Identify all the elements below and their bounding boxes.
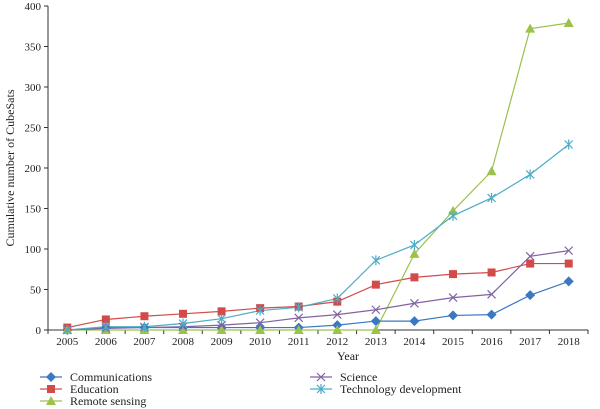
legend-item: Technology development xyxy=(310,382,462,396)
data-point xyxy=(448,293,458,303)
data-point xyxy=(487,268,496,277)
data-point xyxy=(525,169,535,180)
x-tick-label: 2005 xyxy=(56,336,79,348)
data-point xyxy=(564,139,574,150)
data-point xyxy=(563,18,574,28)
data-point xyxy=(486,166,497,176)
legend-label: Education xyxy=(70,382,119,396)
data-point xyxy=(332,293,342,304)
data-point xyxy=(563,276,574,287)
data-point xyxy=(332,310,342,320)
data-point xyxy=(178,318,188,329)
y-tick-label: 250 xyxy=(25,123,42,135)
legend-label: Communications xyxy=(70,370,152,384)
y-tick-label: 350 xyxy=(25,42,42,54)
data-point xyxy=(486,309,497,320)
data-point xyxy=(409,316,420,327)
y-tick-label: 300 xyxy=(25,82,42,94)
data-point xyxy=(140,321,149,332)
data-point xyxy=(409,248,420,258)
data-point xyxy=(525,290,536,301)
x-tick-label: 2015 xyxy=(442,336,465,348)
data-point xyxy=(525,23,536,33)
x-tick-label: 2017 xyxy=(519,336,542,348)
data-point xyxy=(293,325,304,334)
data-point xyxy=(216,325,227,334)
axes: 0 50 100 150 200 250 300 350 400 2005 2006 2007 2008… xyxy=(25,1,589,348)
legend-label: Remote sensing xyxy=(70,394,146,408)
series-line xyxy=(67,262,569,329)
x-tick-label: 2007 xyxy=(133,336,156,348)
series-line xyxy=(67,22,569,331)
data-point xyxy=(217,313,226,324)
y-tick-label: 400 xyxy=(25,1,42,13)
data-point xyxy=(140,312,149,321)
data-point xyxy=(449,270,457,279)
series-line xyxy=(67,250,569,331)
plot-area xyxy=(62,18,574,335)
data-point xyxy=(370,325,381,334)
data-point xyxy=(410,273,419,282)
x-tick-label: 2010 xyxy=(249,336,272,348)
y-tick-label: 50 xyxy=(30,285,42,297)
legend-label: Science xyxy=(340,370,377,384)
data-point xyxy=(255,325,266,334)
legend-marker xyxy=(47,385,55,393)
y-tick-label: 200 xyxy=(25,163,42,175)
legend-marker xyxy=(46,396,56,405)
data-point xyxy=(448,310,458,321)
data-point xyxy=(101,321,111,332)
legend-item: Science xyxy=(310,370,377,384)
data-point xyxy=(371,255,381,266)
x-tick-label: 2016 xyxy=(481,336,504,348)
x-tick-label: 2009 xyxy=(211,336,234,348)
x-tick-label: 2012 xyxy=(326,336,348,348)
data-point xyxy=(294,302,304,313)
data-point xyxy=(448,210,458,221)
x-tick-label: 2018 xyxy=(558,336,581,348)
data-point xyxy=(255,318,265,328)
data-point xyxy=(101,315,110,324)
data-point xyxy=(217,307,226,316)
data-point xyxy=(410,239,419,250)
y-tick-label: 0 xyxy=(36,325,42,337)
data-point xyxy=(371,280,380,289)
x-tick-label: 2013 xyxy=(365,336,388,348)
data-point xyxy=(564,259,573,268)
legend-marker xyxy=(316,384,326,394)
data-point xyxy=(62,325,72,335)
legend-item: Communications xyxy=(40,370,152,384)
data-point xyxy=(217,320,226,330)
y-tick-label: 150 xyxy=(25,204,42,216)
legend-marker xyxy=(46,372,56,382)
data-point xyxy=(371,305,381,315)
data-point xyxy=(526,259,535,268)
data-point xyxy=(332,325,343,334)
y-axis-title: Cumulative number of CubeSats xyxy=(3,89,17,246)
x-tick-label: 2008 xyxy=(172,336,195,348)
legend-item: Remote sensing xyxy=(40,394,146,408)
legend-marker xyxy=(316,372,326,382)
x-tick-label: 2011 xyxy=(288,336,310,348)
legend-item: Education xyxy=(40,382,119,396)
data-point xyxy=(410,298,419,308)
data-point xyxy=(525,251,535,261)
data-point xyxy=(487,289,496,299)
data-point xyxy=(564,246,574,256)
legend-label: Technology development xyxy=(340,382,462,396)
data-point xyxy=(179,309,187,318)
x-tick-label: 2006 xyxy=(95,336,118,348)
x-axis-title: Year xyxy=(337,349,359,363)
data-point xyxy=(487,192,496,203)
series-line xyxy=(67,144,570,331)
series-line xyxy=(67,280,569,331)
data-point xyxy=(255,305,265,316)
x-tick-label: 2014 xyxy=(403,336,426,348)
y-tick-label: 100 xyxy=(25,244,42,256)
data-point xyxy=(294,313,304,323)
data-point xyxy=(178,325,188,334)
data-point xyxy=(370,316,381,327)
